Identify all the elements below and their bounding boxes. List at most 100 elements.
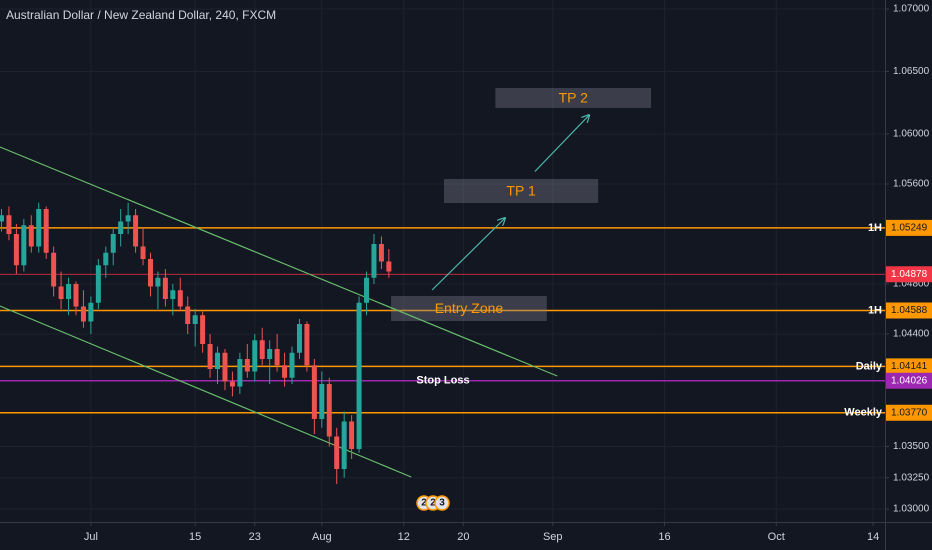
candle-body	[0, 215, 4, 222]
candle-body	[356, 302, 362, 449]
last-price-label: 1.04878	[891, 269, 928, 280]
candle-body	[364, 277, 370, 303]
y-tick-label: 1.03250	[893, 472, 930, 483]
candle-body	[155, 277, 161, 287]
candle-body	[200, 315, 206, 344]
level-label: 1.04588	[891, 305, 928, 316]
zone-label: TP 1	[506, 183, 536, 199]
candle-body	[229, 381, 235, 387]
x-tick-label: 23	[249, 531, 261, 543]
x-tick-label: Aug	[312, 531, 332, 543]
candle-body	[103, 252, 109, 266]
candle-body	[207, 344, 213, 369]
candle-body	[28, 225, 34, 247]
candle-body	[110, 234, 116, 253]
level-label: 1.05249	[891, 223, 928, 234]
event-icon	[434, 495, 450, 511]
level-label-box	[886, 372, 932, 389]
x-tick-label: 15	[189, 531, 201, 543]
candle-body	[386, 261, 392, 272]
zone-label: TP 2	[559, 90, 589, 106]
candle-body	[222, 352, 228, 382]
level-label: 1.04026	[891, 375, 928, 386]
candle-body	[13, 234, 19, 266]
candle-body	[177, 290, 183, 307]
candle-body	[289, 352, 295, 378]
x-tick-label: Oct	[768, 531, 785, 543]
candle-body	[334, 436, 340, 469]
candle-body	[6, 215, 12, 234]
candle-body	[326, 384, 332, 437]
candle-body	[267, 349, 273, 359]
candle-body	[66, 284, 72, 299]
y-tick-label: 1.06000	[893, 129, 930, 140]
candle-body	[252, 340, 258, 372]
candle-body	[311, 365, 317, 419]
candle-body	[274, 349, 280, 366]
candle-body	[162, 277, 168, 299]
candle-body	[378, 244, 384, 262]
candle-body	[341, 421, 347, 469]
x-tick-label: Jul	[84, 531, 98, 543]
y-tick-label: 1.06500	[893, 66, 930, 77]
x-tick-label: 12	[398, 531, 410, 543]
level-tag: 1H	[868, 222, 882, 234]
event-label: 2	[430, 498, 436, 509]
y-tick-label: 1.04400	[893, 329, 930, 340]
event-label: 3	[439, 498, 445, 509]
candle-body	[58, 286, 64, 299]
zone	[391, 296, 547, 321]
last-price-box	[886, 266, 932, 283]
level-label-box	[886, 219, 932, 236]
arrow	[431, 218, 505, 291]
zone	[495, 88, 652, 108]
y-tick-label: 1.03000	[893, 504, 930, 515]
x-tick-label: Sep	[543, 531, 563, 543]
trend-line	[0, 146, 558, 377]
y-tick-label: 1.04800	[893, 279, 930, 290]
candle-body	[237, 359, 243, 387]
candle-body	[192, 315, 198, 324]
level-tag: Daily	[856, 360, 883, 372]
candle-body	[296, 324, 302, 353]
candle-body	[185, 306, 191, 324]
candle-body	[95, 265, 101, 303]
candle-body	[51, 252, 57, 287]
candle-body	[259, 340, 265, 359]
candle-body	[319, 384, 325, 419]
candle-body	[125, 215, 131, 222]
zone-label: Entry Zone	[435, 300, 504, 316]
arrow	[534, 115, 589, 172]
x-tick-label: 14	[867, 531, 879, 543]
candle-body	[21, 225, 27, 266]
event-label: 2	[421, 498, 427, 509]
level-tag: 1H	[868, 304, 882, 316]
candle-body	[244, 359, 250, 372]
level-label: 1.03770	[891, 407, 928, 418]
candle-body	[215, 352, 221, 369]
level-label: 1.04141	[891, 361, 928, 372]
candle-body	[147, 259, 153, 287]
candle-body	[304, 324, 310, 366]
candle-body	[371, 244, 377, 278]
level-note: Stop Loss	[416, 375, 469, 387]
candle-body	[170, 290, 176, 299]
level-tag: Weekly	[844, 407, 883, 419]
candle-body	[282, 365, 288, 378]
x-tick-label: 20	[457, 531, 469, 543]
y-tick-label: 1.03500	[893, 441, 930, 452]
level-label-box	[886, 358, 932, 375]
y-tick-label: 1.05600	[893, 179, 930, 190]
candle-body	[133, 215, 139, 247]
level-label-box	[886, 404, 932, 421]
candle-body	[73, 284, 79, 307]
candle-body	[80, 306, 86, 322]
candle-body	[140, 246, 146, 259]
candle-body	[43, 209, 49, 253]
y-tick-label: 1.07000	[893, 4, 930, 15]
zone	[443, 179, 599, 203]
candle-body	[118, 221, 124, 234]
candle-body	[88, 302, 94, 322]
